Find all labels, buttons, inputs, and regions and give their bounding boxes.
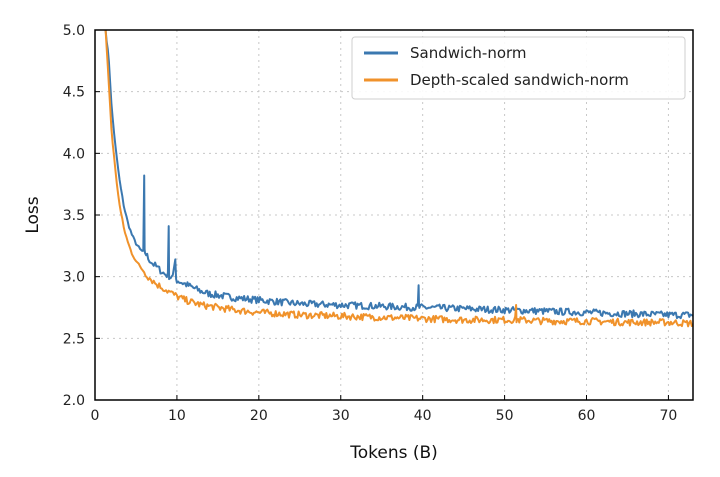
legend-label-sandwich-norm: Sandwich-norm — [410, 44, 527, 62]
x-tick-label: 30 — [332, 408, 350, 424]
x-tick-label: 50 — [496, 408, 514, 424]
y-tick-label: 3.5 — [63, 208, 85, 224]
y-tick-label: 5.0 — [63, 23, 85, 39]
y-tick-label: 2.5 — [63, 331, 85, 347]
x-tick-label: 60 — [578, 408, 596, 424]
series-lines — [104, 30, 693, 328]
y-tick-label: 4.5 — [63, 85, 85, 101]
legend: Sandwich-norm Depth-scaled sandwich-norm — [351, 36, 686, 100]
y-tick-label: 3.0 — [63, 270, 85, 286]
legend-label-depth-scaled: Depth-scaled sandwich-norm — [410, 71, 629, 89]
x-tick-label: 40 — [414, 408, 432, 424]
y-axis-title: Loss — [23, 196, 43, 233]
axis-ticks: 0 10 20 30 40 50 60 70 2.0 2.5 3.0 3.5 4.0 4.5 5.0 — [63, 23, 678, 424]
x-tick-label: 0 — [91, 408, 100, 424]
x-axis-title: Tokens (B) — [349, 443, 438, 463]
x-tick-label: 70 — [660, 408, 678, 424]
x-tick-label: 10 — [168, 408, 186, 424]
series-line-depth-scaled — [104, 30, 693, 328]
x-tick-label: 20 — [250, 408, 268, 424]
y-tick-label: 4.0 — [63, 146, 85, 162]
legend-frame — [351, 36, 686, 100]
series-line-sandwich-norm — [104, 30, 693, 320]
y-tick-label: 2.0 — [63, 393, 85, 409]
